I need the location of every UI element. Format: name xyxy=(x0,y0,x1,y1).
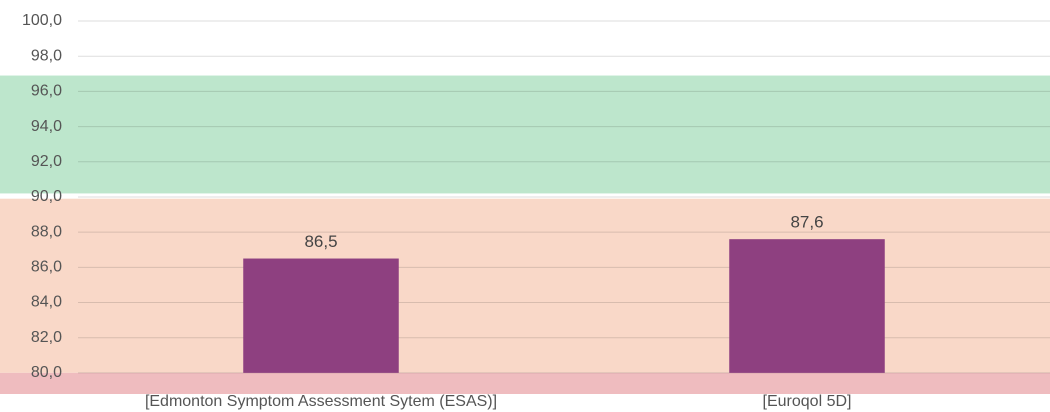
data-label: 86,5 xyxy=(304,232,337,251)
range-band xyxy=(0,75,1050,194)
y-tick-label: 82,0 xyxy=(31,329,62,346)
y-tick-label: 86,0 xyxy=(31,259,62,276)
range-band xyxy=(0,372,1050,394)
bar xyxy=(729,239,885,373)
x-tick-label: [Edmonton Symptom Assessment Sytem (ESAS… xyxy=(145,393,497,410)
y-tick-label: 90,0 xyxy=(31,188,62,205)
data-label: 87,6 xyxy=(790,213,823,232)
y-tick-label: 100,0 xyxy=(22,12,62,29)
bar xyxy=(243,258,399,373)
y-tick-label: 92,0 xyxy=(31,153,62,170)
y-tick-label: 96,0 xyxy=(31,83,62,100)
y-tick-label: 94,0 xyxy=(31,118,62,135)
range-band xyxy=(0,198,1050,373)
y-tick-label: 80,0 xyxy=(31,364,62,381)
y-tick-label: 88,0 xyxy=(31,223,62,240)
y-tick-label: 98,0 xyxy=(31,47,62,64)
x-tick-label: [Euroqol 5D] xyxy=(763,393,852,410)
y-tick-label: 84,0 xyxy=(31,294,62,311)
